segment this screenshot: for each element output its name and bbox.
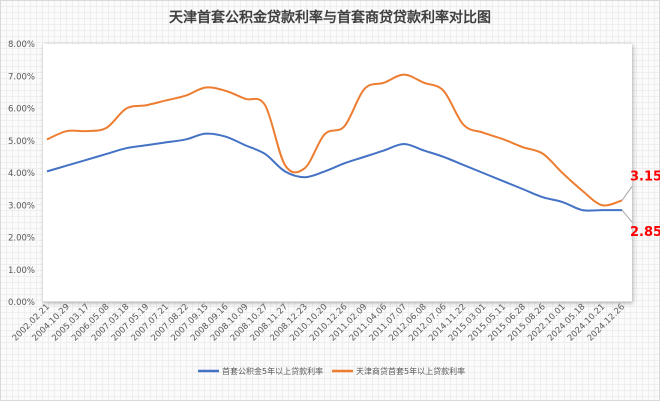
data-label-leader: [621, 186, 633, 201]
data-labels: 3.15% 2.85%: [621, 169, 660, 240]
legend-label-0: 首套公积金5年以上贷款利率: [222, 366, 323, 376]
y-tick-label: 0.00%: [8, 298, 35, 308]
legend-label-1: 天津商贷首套5年以上贷款利率: [356, 366, 465, 376]
data-label: 3.15%: [630, 169, 660, 184]
y-tick-label: 4.00%: [8, 169, 35, 179]
chart-title: 天津首套公积金贷款利率与首套商贷贷款利率对比图: [169, 9, 491, 26]
data-label-leader: [621, 209, 633, 223]
y-tick-label: 5.00%: [8, 137, 35, 147]
y-tick-label: 1.00%: [8, 266, 35, 276]
plot-area: [43, 44, 632, 302]
series-lines: [46, 73, 623, 212]
y-tick-label: 8.00%: [8, 40, 35, 50]
legend: 首套公积金5年以上贷款利率 天津商贷首套5年以上贷款利率: [198, 366, 465, 376]
y-tick-label: 3.00%: [8, 201, 35, 211]
series-line-1: [46, 73, 623, 207]
y-tick-label: 2.00%: [8, 234, 35, 244]
data-label: 2.85%: [630, 225, 660, 240]
y-tick-label: 6.00%: [8, 105, 35, 115]
x-axis: 2002.02.212004.10.292005.03.172006.05.08…: [11, 302, 627, 343]
y-axis: 0.00% 1.00% 2.00% 3.00% 4.00% 5.00% 6.00% 7.00%…: [8, 40, 35, 308]
y-tick-label: 7.00%: [8, 72, 35, 82]
series-line-0: [46, 132, 622, 212]
